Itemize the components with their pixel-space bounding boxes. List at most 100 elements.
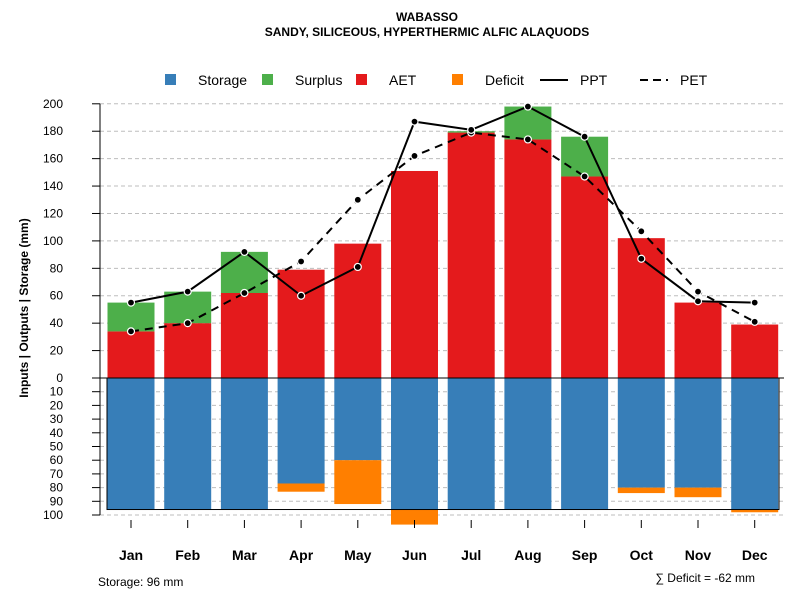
- x-tick-label: Dec: [742, 547, 768, 563]
- y-tick-label: 20: [50, 344, 64, 358]
- y-tick-label: 140: [43, 179, 63, 193]
- y-tick-label: 10: [50, 385, 64, 399]
- legend: Storage Surplus AET Deficit PPT PET: [165, 72, 708, 88]
- ppt-point: [410, 117, 419, 126]
- legend-swatch: [165, 74, 176, 85]
- aet-bar: [391, 170, 438, 378]
- y-tick-label: 90: [50, 494, 64, 508]
- legend-label: PPT: [580, 72, 608, 88]
- ppt-point: [297, 291, 306, 300]
- y-tick-label: 160: [43, 152, 63, 166]
- y-tick-label: 50: [50, 440, 64, 454]
- storage-bar: [504, 378, 552, 510]
- x-tick-label: Jul: [461, 547, 481, 563]
- y-axis-label: Inputs | Outputs | Storage (mm): [17, 218, 31, 397]
- pet-point: [297, 257, 306, 266]
- storage-bar: [731, 378, 779, 510]
- y-tick-label: 20: [50, 398, 64, 412]
- pet-point: [183, 319, 192, 328]
- y-tick-label: 40: [50, 316, 64, 330]
- x-tick-label: Jun: [402, 547, 427, 563]
- grid-lines: [100, 103, 784, 516]
- y-tick-label: 100: [43, 234, 63, 248]
- x-tick-label: May: [344, 547, 371, 563]
- x-tick-label: Oct: [630, 547, 654, 563]
- ppt-point: [523, 102, 533, 111]
- x-tick-label: Aug: [514, 547, 541, 563]
- x-tick-label: Apr: [289, 547, 314, 563]
- storage-bar: [164, 378, 212, 510]
- storage-bar: [674, 378, 722, 488]
- y-tick-label: 40: [50, 426, 64, 440]
- pet-point: [580, 172, 589, 181]
- aet-bar: [164, 323, 212, 378]
- storage-bar: [220, 378, 268, 510]
- y-tick-label: 60: [50, 289, 64, 303]
- x-tick-label: Jan: [119, 547, 143, 563]
- y-tick-label: 200: [43, 97, 63, 111]
- pet-point: [637, 227, 646, 236]
- deficit-bar: [674, 487, 722, 498]
- aet-bar: [561, 176, 609, 378]
- legend-swatch: [262, 74, 273, 85]
- y-tick-label: 30: [50, 412, 64, 426]
- ppt-point: [693, 297, 703, 306]
- y-tick-label: 120: [43, 206, 63, 220]
- y-tick-label: 70: [50, 467, 64, 481]
- legend-label: Deficit: [485, 72, 524, 88]
- deficit-bar: [277, 483, 325, 492]
- x-tick-label: Nov: [685, 547, 712, 563]
- storage-note: Storage: 96 mm: [98, 575, 183, 589]
- storage-bar: [447, 378, 495, 510]
- surplus-bar: [504, 106, 552, 140]
- pet-point: [750, 317, 759, 326]
- aet-bar: [674, 302, 722, 378]
- pet-point: [240, 288, 249, 298]
- legend-label: AET: [389, 72, 417, 88]
- aet-bar: [504, 139, 552, 378]
- deficit-bar: [731, 509, 779, 513]
- storage-bar: [617, 378, 665, 488]
- pet-point: [126, 327, 136, 336]
- axes: 0204060801001201401601802001020304050607…: [43, 97, 768, 563]
- ppt-line: [130, 105, 755, 304]
- ppt-point: [183, 287, 192, 296]
- storage-bar: [277, 378, 325, 484]
- aet-bar: [277, 269, 325, 378]
- aet-bar: [220, 292, 268, 378]
- chart-title: WABASSO: [396, 10, 458, 24]
- x-tick-label: Feb: [175, 547, 200, 563]
- y-tick-label: 60: [50, 453, 64, 467]
- series-lines: [126, 102, 759, 336]
- deficit-bar: [334, 460, 382, 505]
- ppt-point: [353, 262, 362, 272]
- aet-bar: [107, 331, 155, 378]
- x-tick-label: Sep: [572, 547, 598, 563]
- pet-line: [130, 131, 756, 333]
- surplus-bar: [220, 251, 268, 293]
- y-tick-label: 80: [50, 261, 64, 275]
- legend-label: Surplus: [295, 72, 342, 88]
- aet-bar: [447, 132, 495, 378]
- ppt-point: [240, 247, 249, 256]
- surplus-bar: [107, 302, 155, 332]
- deficit-bar: [617, 487, 665, 494]
- storage-bar: [561, 378, 609, 510]
- pet-point: [693, 287, 703, 296]
- ppt-point: [637, 254, 646, 263]
- legend-label: Storage: [198, 72, 247, 88]
- y-tick-label: 100: [43, 508, 63, 522]
- deficit-bar: [391, 509, 438, 525]
- legend-label: PET: [680, 72, 708, 88]
- storage-bar: [391, 378, 438, 510]
- ppt-point: [467, 125, 476, 134]
- legend-swatch: [452, 74, 463, 85]
- chart-subtitle: SANDY, SILICEOUS, HYPERTHERMIC ALFIC ALA…: [265, 25, 589, 39]
- y-tick-label: 180: [43, 124, 63, 138]
- surplus-bar: [164, 291, 212, 324]
- y-tick-label: 0: [56, 371, 63, 385]
- y-tick-label: 80: [50, 481, 64, 495]
- x-tick-label: Mar: [232, 547, 257, 563]
